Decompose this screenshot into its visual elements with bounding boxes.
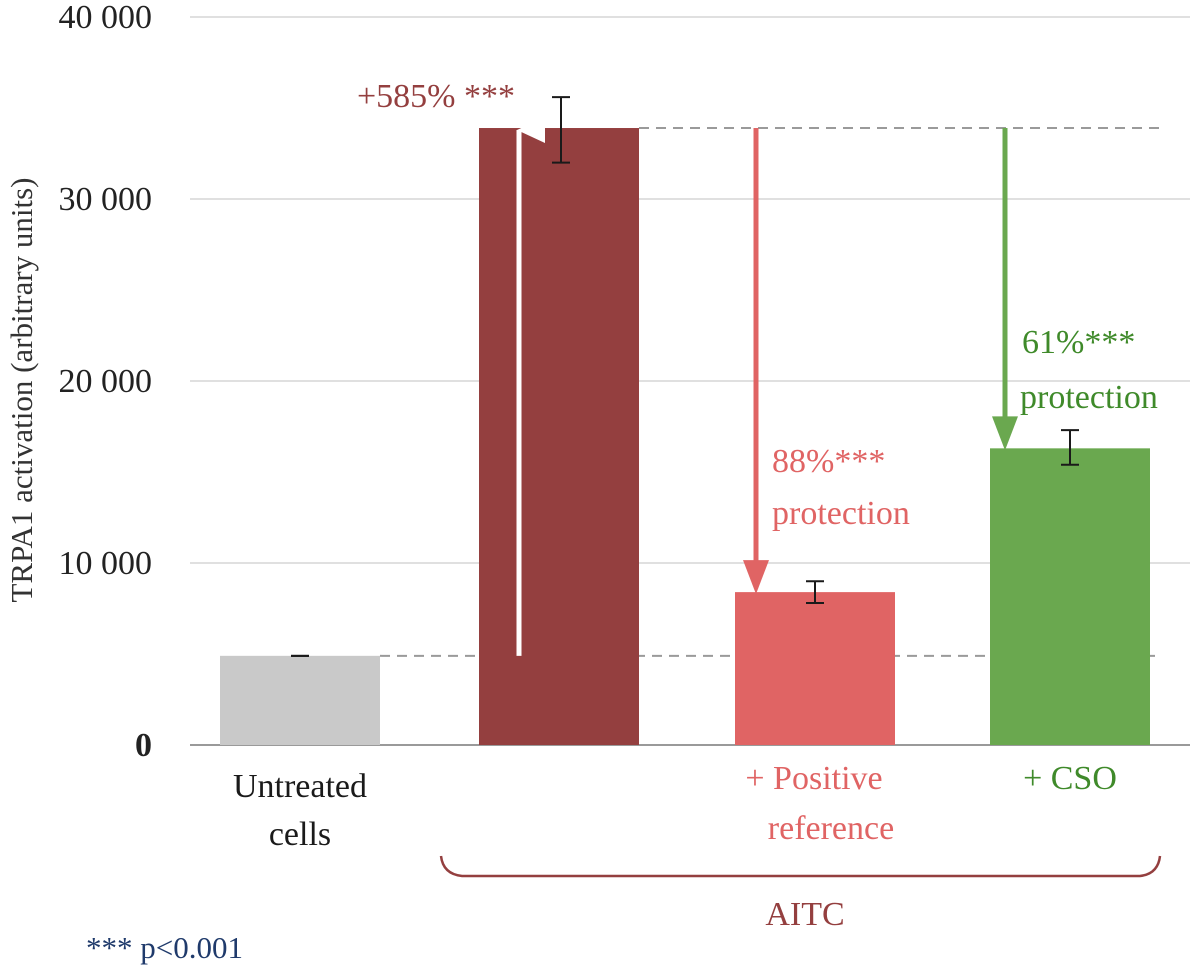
error-bars	[291, 96, 1079, 657]
significance-footnote: *** p<0.001	[86, 930, 243, 965]
increase-annotation: +585% ***	[357, 78, 515, 115]
bars	[220, 128, 1150, 745]
y-axis-label: TRPA1 activation (arbitrary units)	[4, 177, 39, 602]
aitc-group-bracket	[439, 855, 1162, 878]
error-bar-aitc	[552, 96, 570, 164]
category-label-untreated-line2: cells	[269, 816, 331, 853]
cso-annotation-line1: 61%***	[1022, 324, 1135, 361]
y-tick-label: 10 000	[59, 545, 153, 582]
y-tick-label: 20 000	[59, 363, 153, 400]
y-tick-label: 30 000	[59, 181, 153, 218]
aitc-group-label: AITC	[765, 896, 844, 933]
cso-protection-arrow-head	[992, 416, 1018, 451]
bar-untreated	[220, 655, 380, 745]
category-label-positive-reference-line2: reference	[768, 810, 894, 847]
positive-reference-protection-arrow	[743, 128, 769, 595]
bar-positive-reference	[735, 592, 895, 745]
positive-reference-annotation-line2: protection	[772, 495, 910, 532]
cso-annotation-line2: protection	[1020, 379, 1158, 416]
category-label-positive-reference-line1: + Positive	[745, 760, 882, 797]
error-bar-cso	[1061, 429, 1079, 466]
arrows	[516, 117, 1018, 656]
error-bar-positive-reference	[806, 580, 824, 605]
cso-protection-arrow	[992, 128, 1018, 451]
bar-aitc	[479, 128, 639, 745]
category-label-untreated-line1: Untreated	[233, 768, 367, 805]
positive-reference-annotation-line1: 88%***	[772, 443, 885, 480]
positive-reference-protection-arrow-head	[743, 560, 769, 595]
y-tick-labels: 0 10 000 20 000 30 000 40 000	[59, 0, 153, 764]
y-tick-label: 40 000	[59, 0, 153, 36]
category-label-cso: + CSO	[1023, 760, 1117, 797]
y-tick-label: 0	[135, 727, 152, 764]
bar-cso	[990, 448, 1150, 745]
